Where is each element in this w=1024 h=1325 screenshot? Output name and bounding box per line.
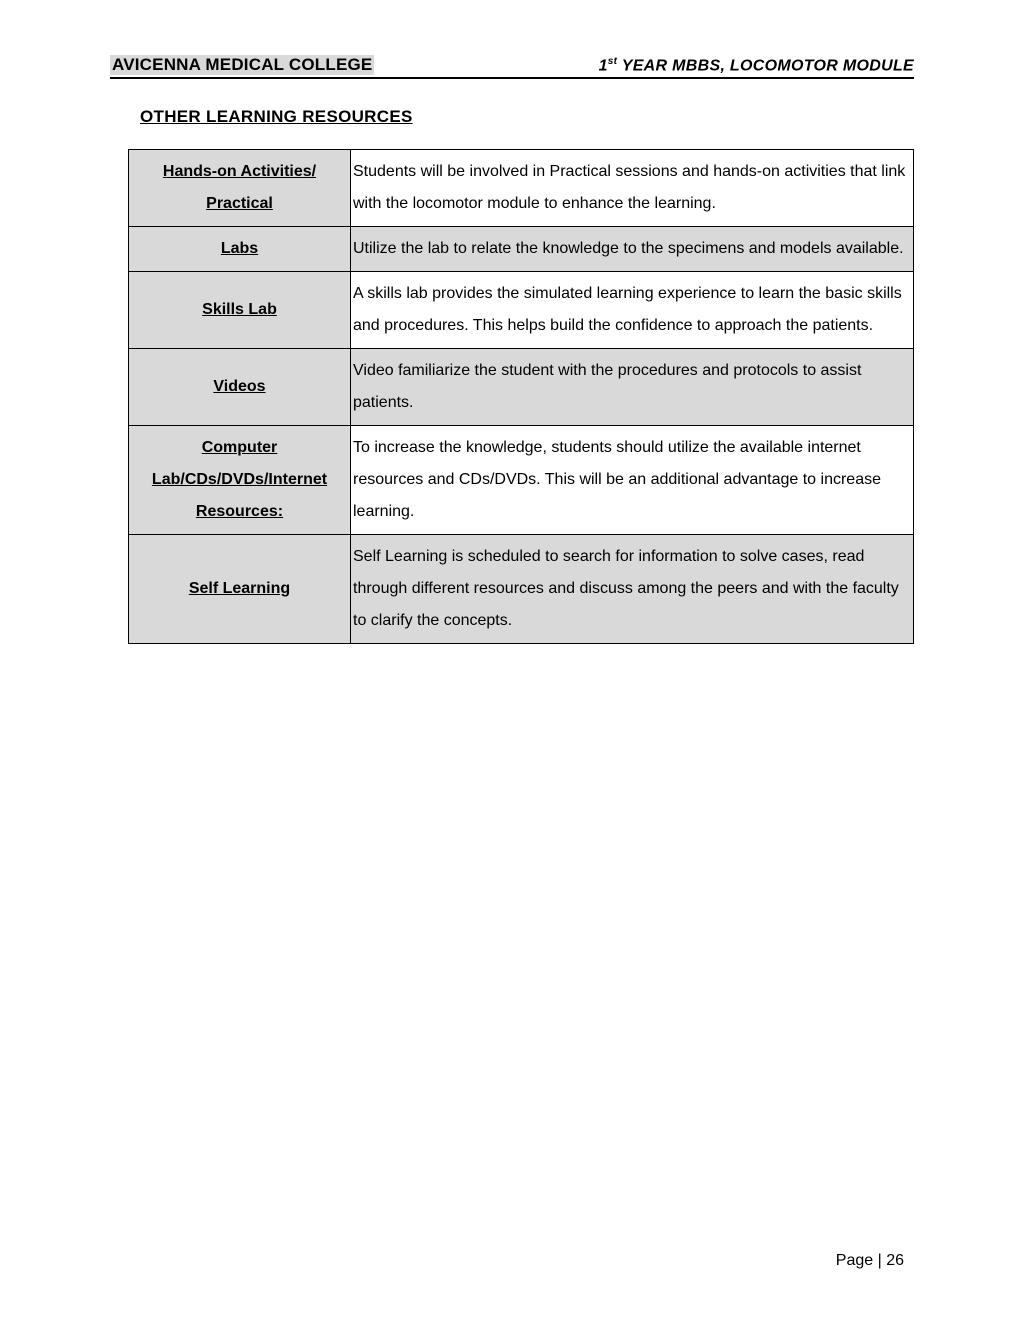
row-label: Hands-on Activities/ Practical: [129, 150, 351, 227]
page-number: Page | 26: [836, 1252, 904, 1270]
table-row: Labs Utilize the lab to relate the knowl…: [129, 227, 914, 272]
row-desc: Students will be involved in Practical s…: [351, 150, 914, 227]
row-label: Self Learning: [129, 535, 351, 644]
row-label: Videos: [129, 349, 351, 426]
module-rest: YEAR MBBS, LOCOMOTOR MODULE: [617, 57, 914, 74]
row-desc: Utilize the lab to relate the knowledge …: [351, 227, 914, 272]
row-desc: Video familiarize the student with the p…: [351, 349, 914, 426]
row-desc: To increase the knowledge, students shou…: [351, 426, 914, 535]
row-label: Computer Lab/CDs/DVDs/Internet Resources…: [129, 426, 351, 535]
table-row: Computer Lab/CDs/DVDs/Internet Resources…: [129, 426, 914, 535]
row-label: Labs: [129, 227, 351, 272]
resources-table: Hands-on Activities/ Practical Students …: [128, 149, 914, 644]
table-row: Videos Video familiarize the student wit…: [129, 349, 914, 426]
college-name: AVICENNA MEDICAL COLLEGE: [110, 55, 374, 75]
table-row: Self Learning Self Learning is scheduled…: [129, 535, 914, 644]
module-title: 1st YEAR MBBS, LOCOMOTOR MODULE: [599, 56, 914, 75]
row-desc: A skills lab provides the simulated lear…: [351, 272, 914, 349]
module-prefix: 1: [599, 57, 608, 74]
row-label: Skills Lab: [129, 272, 351, 349]
table-row: Hands-on Activities/ Practical Students …: [129, 150, 914, 227]
module-super: st: [608, 56, 618, 67]
table-row: Skills Lab A skills lab provides the sim…: [129, 272, 914, 349]
page-header: AVICENNA MEDICAL COLLEGE 1st YEAR MBBS, …: [110, 55, 914, 79]
row-desc: Self Learning is scheduled to search for…: [351, 535, 914, 644]
section-title: OTHER LEARNING RESOURCES: [140, 107, 914, 127]
